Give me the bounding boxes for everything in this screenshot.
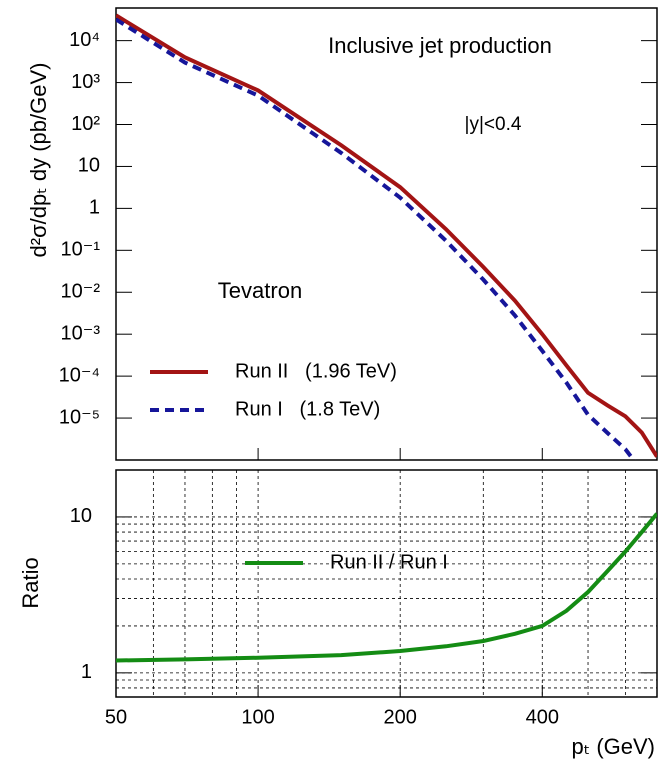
legend-label: Run II (1.96 TeV) [235,360,397,382]
y-tick-label: 10⁻³ [61,322,101,344]
annotation: Tevatron [218,278,302,303]
y-tick-label: 10⁻¹ [61,239,101,261]
annotation: Inclusive jet production [328,33,552,58]
x-tick-label: 50 [105,706,127,728]
y-tick-label: 10⁻⁴ [59,364,100,386]
plot-frame [115,469,658,698]
y-tick-label: 10³ [71,71,100,93]
y-axis-label: Ratio [18,557,43,608]
x-tick-label: 100 [241,706,274,728]
series-line [116,13,657,458]
x-tick-label: 400 [526,706,559,728]
x-axis-label: pₜ (GeV) [571,734,655,759]
annotation: |y|<0.4 [465,114,522,135]
y-tick-label: 10 [78,155,100,177]
y-tick-label: 1 [89,197,100,219]
y-tick-label: 10⁻² [61,281,101,303]
y-tick-label: 10⁴ [69,29,100,51]
y-tick-label: 10⁻⁵ [59,406,100,428]
plot-frame [115,7,658,461]
legend-label: Run II / Run I [330,551,448,573]
legend-label: Run I (1.8 TeV) [235,398,380,420]
y-tick-label: 10² [71,113,100,135]
x-tick-label: 200 [383,706,416,728]
y-tick-label: 10 [70,505,92,527]
y-axis-label: d²σ/dpₜ dy (pb/GeV) [26,63,51,258]
y-tick-label: 1 [81,661,92,683]
series-line [116,17,637,460]
series-line [116,512,657,663]
